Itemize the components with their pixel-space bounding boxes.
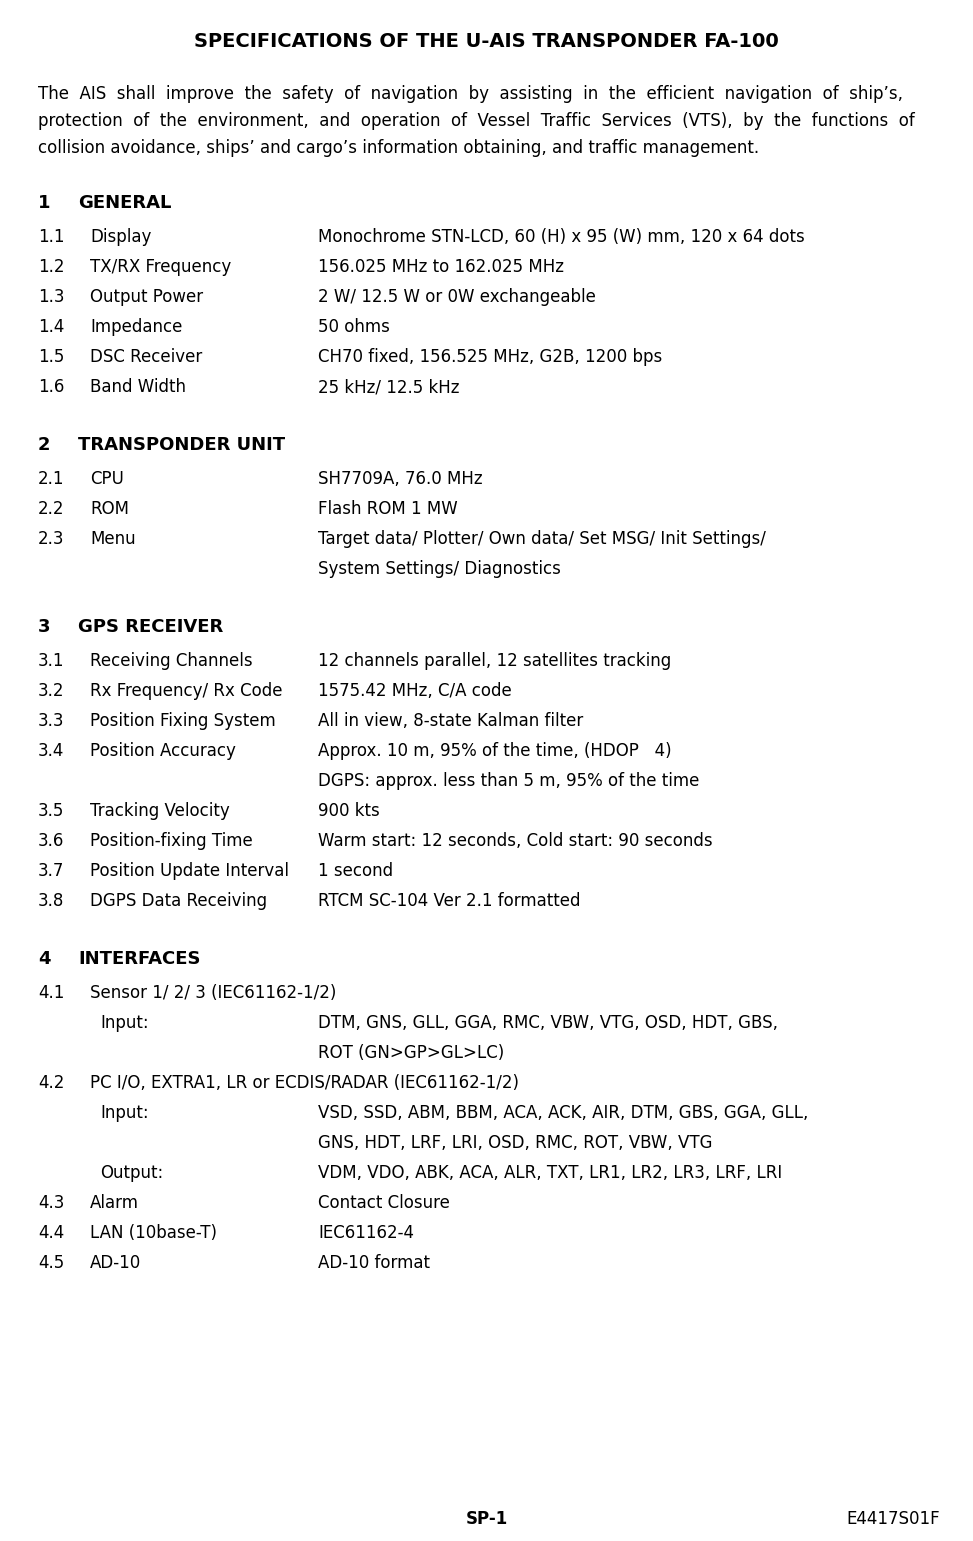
Text: 1: 1 [38, 194, 51, 213]
Text: Sensor 1/ 2/ 3 (IEC61162-1/2): Sensor 1/ 2/ 3 (IEC61162-1/2) [90, 985, 337, 1002]
Text: 1.3: 1.3 [38, 288, 64, 307]
Text: 4: 4 [38, 949, 51, 968]
Text: Input:: Input: [100, 1014, 149, 1032]
Text: The  AIS  shall  improve  the  safety  of  navigation  by  assisting  in  the  e: The AIS shall improve the safety of navi… [38, 85, 903, 103]
Text: DSC Receiver: DSC Receiver [90, 348, 202, 367]
Text: Alarm: Alarm [90, 1194, 139, 1213]
Text: ROT (GN>GP>GL>LC): ROT (GN>GP>GL>LC) [318, 1043, 504, 1062]
Text: 3.8: 3.8 [38, 892, 64, 911]
Text: 2 W/ 12.5 W or 0W exchangeable: 2 W/ 12.5 W or 0W exchangeable [318, 288, 595, 307]
Text: 3.2: 3.2 [38, 683, 64, 700]
Text: DGPS Data Receiving: DGPS Data Receiving [90, 892, 268, 911]
Text: 3.4: 3.4 [38, 743, 64, 760]
Text: Menu: Menu [90, 530, 135, 549]
Text: 2.2: 2.2 [38, 499, 64, 518]
Text: VSD, SSD, ABM, BBM, ACA, ACK, AIR, DTM, GBS, GGA, GLL,: VSD, SSD, ABM, BBM, ACA, ACK, AIR, DTM, … [318, 1103, 809, 1122]
Text: AD-10: AD-10 [90, 1254, 141, 1271]
Text: Target data/ Plotter/ Own data/ Set MSG/ Init Settings/: Target data/ Plotter/ Own data/ Set MSG/… [318, 530, 766, 549]
Text: 25 kHz/ 12.5 kHz: 25 kHz/ 12.5 kHz [318, 378, 459, 396]
Text: Input:: Input: [100, 1103, 149, 1122]
Text: 3.5: 3.5 [38, 801, 64, 820]
Text: GPS RECEIVER: GPS RECEIVER [78, 618, 223, 636]
Text: CPU: CPU [90, 470, 124, 488]
Text: ROM: ROM [90, 499, 129, 518]
Text: GENERAL: GENERAL [78, 194, 171, 213]
Text: Position Accuracy: Position Accuracy [90, 743, 235, 760]
Text: 2.1: 2.1 [38, 470, 64, 488]
Text: 3.7: 3.7 [38, 861, 64, 880]
Text: Output Power: Output Power [90, 288, 203, 307]
Text: Position Fixing System: Position Fixing System [90, 712, 275, 730]
Text: SP-1: SP-1 [465, 1510, 508, 1529]
Text: 4.2: 4.2 [38, 1074, 64, 1093]
Text: INTERFACES: INTERFACES [78, 949, 200, 968]
Text: 4.4: 4.4 [38, 1224, 64, 1242]
Text: Output:: Output: [100, 1163, 163, 1182]
Text: TX/RX Frequency: TX/RX Frequency [90, 257, 232, 276]
Text: Position Update Interval: Position Update Interval [90, 861, 289, 880]
Text: 4.1: 4.1 [38, 985, 64, 1002]
Text: PC I/O, EXTRA1, LR or ECDIS/RADAR (IEC61162-1/2): PC I/O, EXTRA1, LR or ECDIS/RADAR (IEC61… [90, 1074, 519, 1093]
Text: Band Width: Band Width [90, 378, 186, 396]
Text: IEC61162-4: IEC61162-4 [318, 1224, 414, 1242]
Text: Flash ROM 1 MW: Flash ROM 1 MW [318, 499, 457, 518]
Text: 3.1: 3.1 [38, 652, 64, 670]
Text: TRANSPONDER UNIT: TRANSPONDER UNIT [78, 436, 285, 455]
Text: 156.025 MHz to 162.025 MHz: 156.025 MHz to 162.025 MHz [318, 257, 564, 276]
Text: 3.3: 3.3 [38, 712, 64, 730]
Text: SH7709A, 76.0 MHz: SH7709A, 76.0 MHz [318, 470, 483, 488]
Text: Impedance: Impedance [90, 317, 182, 336]
Text: 12 channels parallel, 12 satellites tracking: 12 channels parallel, 12 satellites trac… [318, 652, 671, 670]
Text: 1 second: 1 second [318, 861, 393, 880]
Text: 4.3: 4.3 [38, 1194, 64, 1213]
Text: Rx Frequency/ Rx Code: Rx Frequency/ Rx Code [90, 683, 282, 700]
Text: protection  of  the  environment,  and  operation  of  Vessel  Traffic  Services: protection of the environment, and opera… [38, 112, 915, 129]
Text: Warm start: 12 seconds, Cold start: 90 seconds: Warm start: 12 seconds, Cold start: 90 s… [318, 832, 712, 851]
Text: 1.2: 1.2 [38, 257, 64, 276]
Text: Monochrome STN-LCD, 60 (H) x 95 (W) mm, 120 x 64 dots: Monochrome STN-LCD, 60 (H) x 95 (W) mm, … [318, 228, 805, 247]
Text: 1.4: 1.4 [38, 317, 64, 336]
Text: 1575.42 MHz, C/A code: 1575.42 MHz, C/A code [318, 683, 512, 700]
Text: All in view, 8-state Kalman filter: All in view, 8-state Kalman filter [318, 712, 583, 730]
Text: GNS, HDT, LRF, LRI, OSD, RMC, ROT, VBW, VTG: GNS, HDT, LRF, LRI, OSD, RMC, ROT, VBW, … [318, 1134, 712, 1153]
Text: 3: 3 [38, 618, 51, 636]
Text: collision avoidance, ships’ and cargo’s information obtaining, and traffic manag: collision avoidance, ships’ and cargo’s … [38, 139, 759, 157]
Text: 1.6: 1.6 [38, 378, 64, 396]
Text: DGPS: approx. less than 5 m, 95% of the time: DGPS: approx. less than 5 m, 95% of the … [318, 772, 700, 791]
Text: 3.6: 3.6 [38, 832, 64, 851]
Text: Receiving Channels: Receiving Channels [90, 652, 253, 670]
Text: System Settings/ Diagnostics: System Settings/ Diagnostics [318, 559, 560, 578]
Text: 4.5: 4.5 [38, 1254, 64, 1271]
Text: Approx. 10 m, 95% of the time, (HDOP   4): Approx. 10 m, 95% of the time, (HDOP 4) [318, 743, 671, 760]
Text: 900 kts: 900 kts [318, 801, 379, 820]
Text: SPECIFICATIONS OF THE U-AIS TRANSPONDER FA-100: SPECIFICATIONS OF THE U-AIS TRANSPONDER … [195, 32, 778, 51]
Text: 50 ohms: 50 ohms [318, 317, 390, 336]
Text: Tracking Velocity: Tracking Velocity [90, 801, 230, 820]
Text: Display: Display [90, 228, 152, 247]
Text: DTM, GNS, GLL, GGA, RMC, VBW, VTG, OSD, HDT, GBS,: DTM, GNS, GLL, GGA, RMC, VBW, VTG, OSD, … [318, 1014, 778, 1032]
Text: LAN (10base-T): LAN (10base-T) [90, 1224, 217, 1242]
Text: 2.3: 2.3 [38, 530, 64, 549]
Text: Position-fixing Time: Position-fixing Time [90, 832, 253, 851]
Text: Contact Closure: Contact Closure [318, 1194, 450, 1213]
Text: RTCM SC-104 Ver 2.1 formatted: RTCM SC-104 Ver 2.1 formatted [318, 892, 581, 911]
Text: 1.1: 1.1 [38, 228, 64, 247]
Text: 1.5: 1.5 [38, 348, 64, 367]
Text: VDM, VDO, ABK, ACA, ALR, TXT, LR1, LR2, LR3, LRF, LRI: VDM, VDO, ABK, ACA, ALR, TXT, LR1, LR2, … [318, 1163, 782, 1182]
Text: AD-10 format: AD-10 format [318, 1254, 430, 1271]
Text: CH70 fixed, 156.525 MHz, G2B, 1200 bps: CH70 fixed, 156.525 MHz, G2B, 1200 bps [318, 348, 663, 367]
Text: 2: 2 [38, 436, 51, 455]
Text: E4417S01F: E4417S01F [847, 1510, 940, 1529]
